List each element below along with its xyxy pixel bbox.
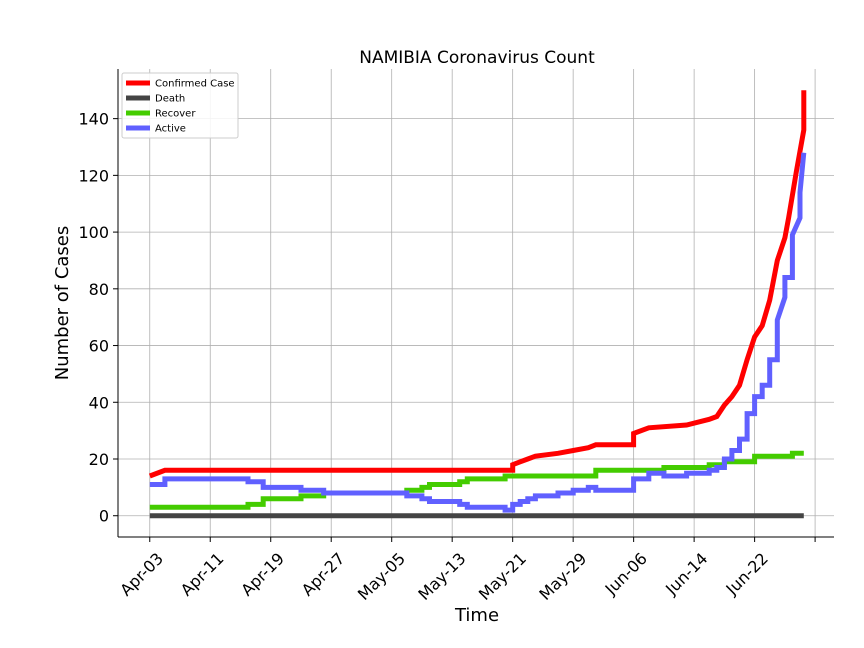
x-tick-label: May-21 xyxy=(475,549,530,604)
y-tick-label: 0 xyxy=(99,507,109,526)
legend: Confirmed Case Death Recover Active xyxy=(121,72,239,139)
x-tick-label: Apr-19 xyxy=(237,549,288,600)
x-tick-label: Apr-27 xyxy=(298,549,349,600)
series-lines xyxy=(148,90,807,519)
x-tick-label: May-05 xyxy=(354,549,409,604)
legend-label-recover: Recover xyxy=(155,109,196,120)
series-line-active xyxy=(149,152,807,513)
x-tick-label: Apr-03 xyxy=(116,549,167,600)
y-tick-label: 60 xyxy=(89,337,109,356)
chart-title: NAMIBIA Coronavirus Count xyxy=(359,48,595,68)
axes: Apr-03 Apr-11 Apr-19 Apr-27 May-05 May-13 May-… xyxy=(78,69,834,604)
y-axis-label: Number of Cases xyxy=(52,226,73,381)
y-tick-label: 40 xyxy=(89,393,109,412)
y-tick-label: 80 xyxy=(89,280,109,299)
x-tick-label: Jun-14 xyxy=(661,549,711,599)
legend-label-death: Death xyxy=(155,94,185,105)
y-tick-label: 140 xyxy=(78,110,109,129)
y-tick-label: 120 xyxy=(78,166,109,185)
x-tick-label: May-13 xyxy=(414,549,469,604)
legend-label-active: Active xyxy=(155,124,186,135)
y-tick-label: 20 xyxy=(89,450,109,469)
y-tick-label: 100 xyxy=(78,223,109,242)
x-tick-label: Jun-06 xyxy=(601,549,651,599)
x-tick-label: Jun-22 xyxy=(722,549,772,599)
x-tick-label: May-29 xyxy=(535,549,590,604)
legend-box xyxy=(121,72,239,139)
x-axis-label: Time xyxy=(454,605,499,626)
legend-label-confirmed-case: Confirmed Case xyxy=(155,79,235,90)
series-line-confirmed-case xyxy=(148,90,807,479)
x-tick-label: Apr-11 xyxy=(177,549,228,600)
